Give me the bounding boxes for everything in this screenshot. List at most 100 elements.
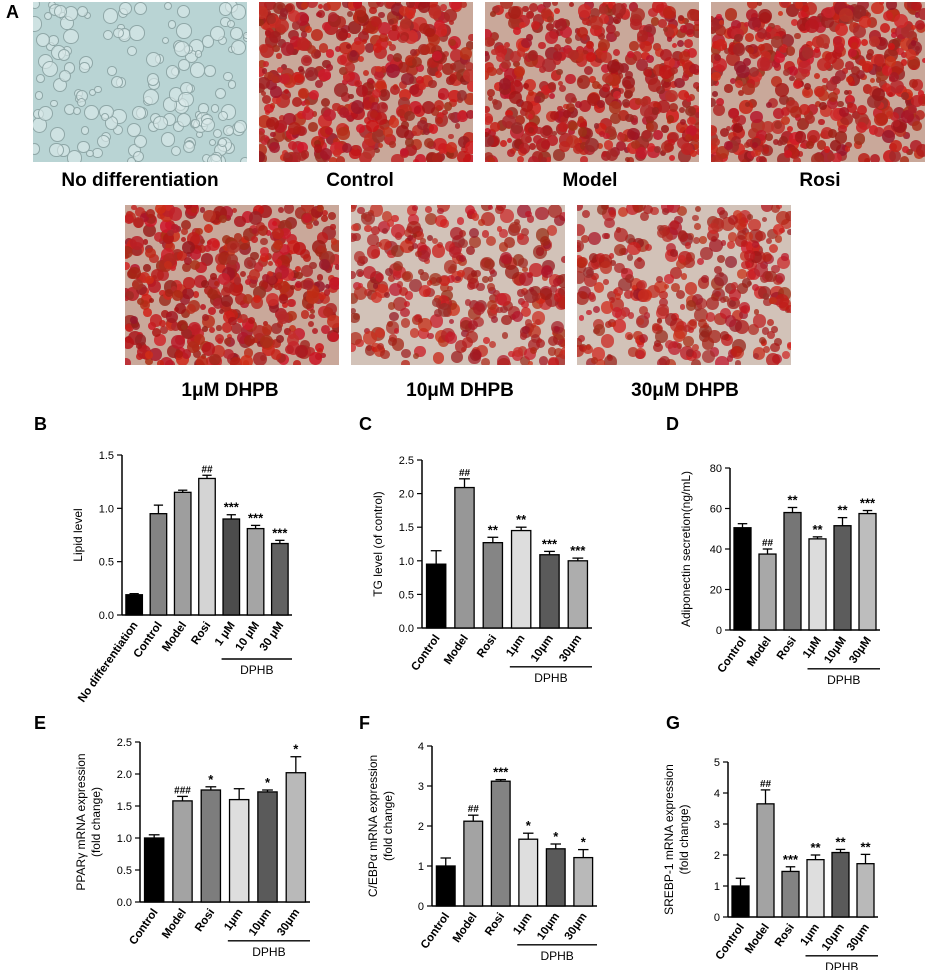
cell-blob bbox=[401, 72, 414, 86]
caption-model: Model bbox=[562, 170, 618, 191]
cell-blob bbox=[330, 224, 336, 230]
cell-blob bbox=[270, 349, 282, 360]
cell-blob bbox=[293, 360, 302, 365]
cell-blob bbox=[777, 30, 786, 39]
cell-blob bbox=[625, 156, 631, 162]
cell-blob bbox=[531, 20, 540, 30]
cell-blob bbox=[354, 80, 361, 86]
cell-blob bbox=[209, 353, 221, 365]
cell-blob bbox=[480, 358, 490, 365]
bar bbox=[173, 491, 192, 616]
caption-control: Control bbox=[326, 170, 394, 191]
cell-blob bbox=[665, 313, 678, 326]
cell-blob bbox=[291, 21, 301, 30]
cell-blob bbox=[272, 227, 284, 239]
cell-blob bbox=[326, 133, 338, 145]
category-label: Model bbox=[745, 635, 774, 669]
cell-blob bbox=[614, 31, 621, 38]
bar bbox=[731, 885, 750, 918]
cell-blob bbox=[428, 80, 437, 89]
cell-blob bbox=[712, 104, 726, 117]
cell-blob bbox=[313, 50, 322, 59]
cell-blob bbox=[741, 260, 750, 270]
cell-blob bbox=[705, 312, 716, 322]
cell-blob bbox=[553, 57, 561, 65]
cell-blob bbox=[915, 20, 925, 31]
cell-blob bbox=[714, 38, 727, 51]
cell-blob bbox=[294, 344, 308, 358]
cell-blob bbox=[601, 63, 611, 73]
cell-blob bbox=[304, 67, 319, 81]
cell-blob bbox=[275, 122, 285, 133]
cell-blob bbox=[464, 299, 472, 306]
caption-30um-dhpb: 30μM DHPB bbox=[631, 380, 739, 401]
cell-blob bbox=[908, 79, 918, 88]
cell-blob bbox=[857, 153, 870, 162]
cell-blob bbox=[527, 126, 535, 134]
cell-blob bbox=[772, 138, 779, 146]
cell-blob bbox=[401, 271, 413, 283]
bar bbox=[781, 870, 800, 918]
cell-blob bbox=[309, 314, 315, 320]
cell-blob bbox=[410, 48, 417, 56]
cell-blob bbox=[832, 75, 841, 85]
cell-blob bbox=[262, 94, 272, 104]
cell-blob bbox=[369, 101, 380, 112]
cell-blob bbox=[608, 101, 622, 115]
cell-blob bbox=[559, 85, 567, 93]
cell-blob bbox=[284, 151, 291, 158]
y-tick-label: 3 bbox=[714, 819, 720, 831]
cell-blob bbox=[589, 24, 602, 37]
cell-blob bbox=[695, 149, 699, 156]
cell-blob bbox=[289, 152, 302, 162]
cell-blob bbox=[199, 238, 205, 244]
cell-blob bbox=[825, 52, 837, 64]
cell-blob bbox=[747, 214, 753, 220]
cell-blob bbox=[846, 89, 853, 95]
cell-blob bbox=[308, 90, 319, 101]
cell-blob bbox=[729, 108, 739, 118]
cell-blob bbox=[349, 147, 362, 160]
cell-blob bbox=[485, 52, 491, 63]
cell-blob bbox=[779, 44, 789, 54]
significance-marker: ** bbox=[812, 522, 823, 537]
cell-blob bbox=[318, 43, 329, 54]
y-tick-label: 0.5 bbox=[99, 557, 114, 569]
cell-blob bbox=[272, 44, 280, 53]
cell-blob bbox=[234, 120, 247, 133]
cell-blob bbox=[301, 54, 313, 66]
cell-blob bbox=[167, 20, 177, 30]
micrograph-control bbox=[259, 2, 473, 162]
significance-marker: * bbox=[265, 775, 271, 790]
cell-blob bbox=[165, 65, 180, 79]
cell-blob bbox=[200, 117, 216, 132]
cell-blob bbox=[617, 133, 625, 142]
cell-blob bbox=[335, 155, 345, 162]
cell-blob bbox=[683, 39, 693, 48]
cell-blob bbox=[441, 62, 455, 76]
cell-blob bbox=[637, 30, 649, 42]
cell-blob bbox=[96, 134, 111, 148]
cell-blob bbox=[279, 73, 290, 85]
cell-blob bbox=[233, 233, 243, 242]
cell-blob bbox=[542, 2, 552, 9]
cell-blob bbox=[906, 149, 913, 156]
cell-blob bbox=[837, 101, 844, 108]
cell-blob bbox=[833, 88, 841, 96]
cell-blob bbox=[532, 13, 545, 26]
cell-blob bbox=[872, 88, 885, 101]
cell-blob bbox=[565, 73, 576, 85]
cell-blob bbox=[355, 123, 365, 134]
cell-blob bbox=[618, 110, 630, 122]
cell-blob bbox=[653, 130, 663, 140]
y-tick-label: 20 bbox=[710, 585, 722, 597]
cell-blob bbox=[711, 125, 718, 133]
cell-blob bbox=[750, 150, 758, 158]
cell-blob bbox=[599, 13, 610, 24]
cell-blob bbox=[400, 318, 411, 328]
cell-blob bbox=[668, 154, 675, 161]
category-label: 10μM bbox=[822, 635, 849, 666]
cell-blob bbox=[694, 18, 699, 26]
cell-blob bbox=[344, 103, 352, 112]
cell-blob bbox=[584, 138, 599, 152]
